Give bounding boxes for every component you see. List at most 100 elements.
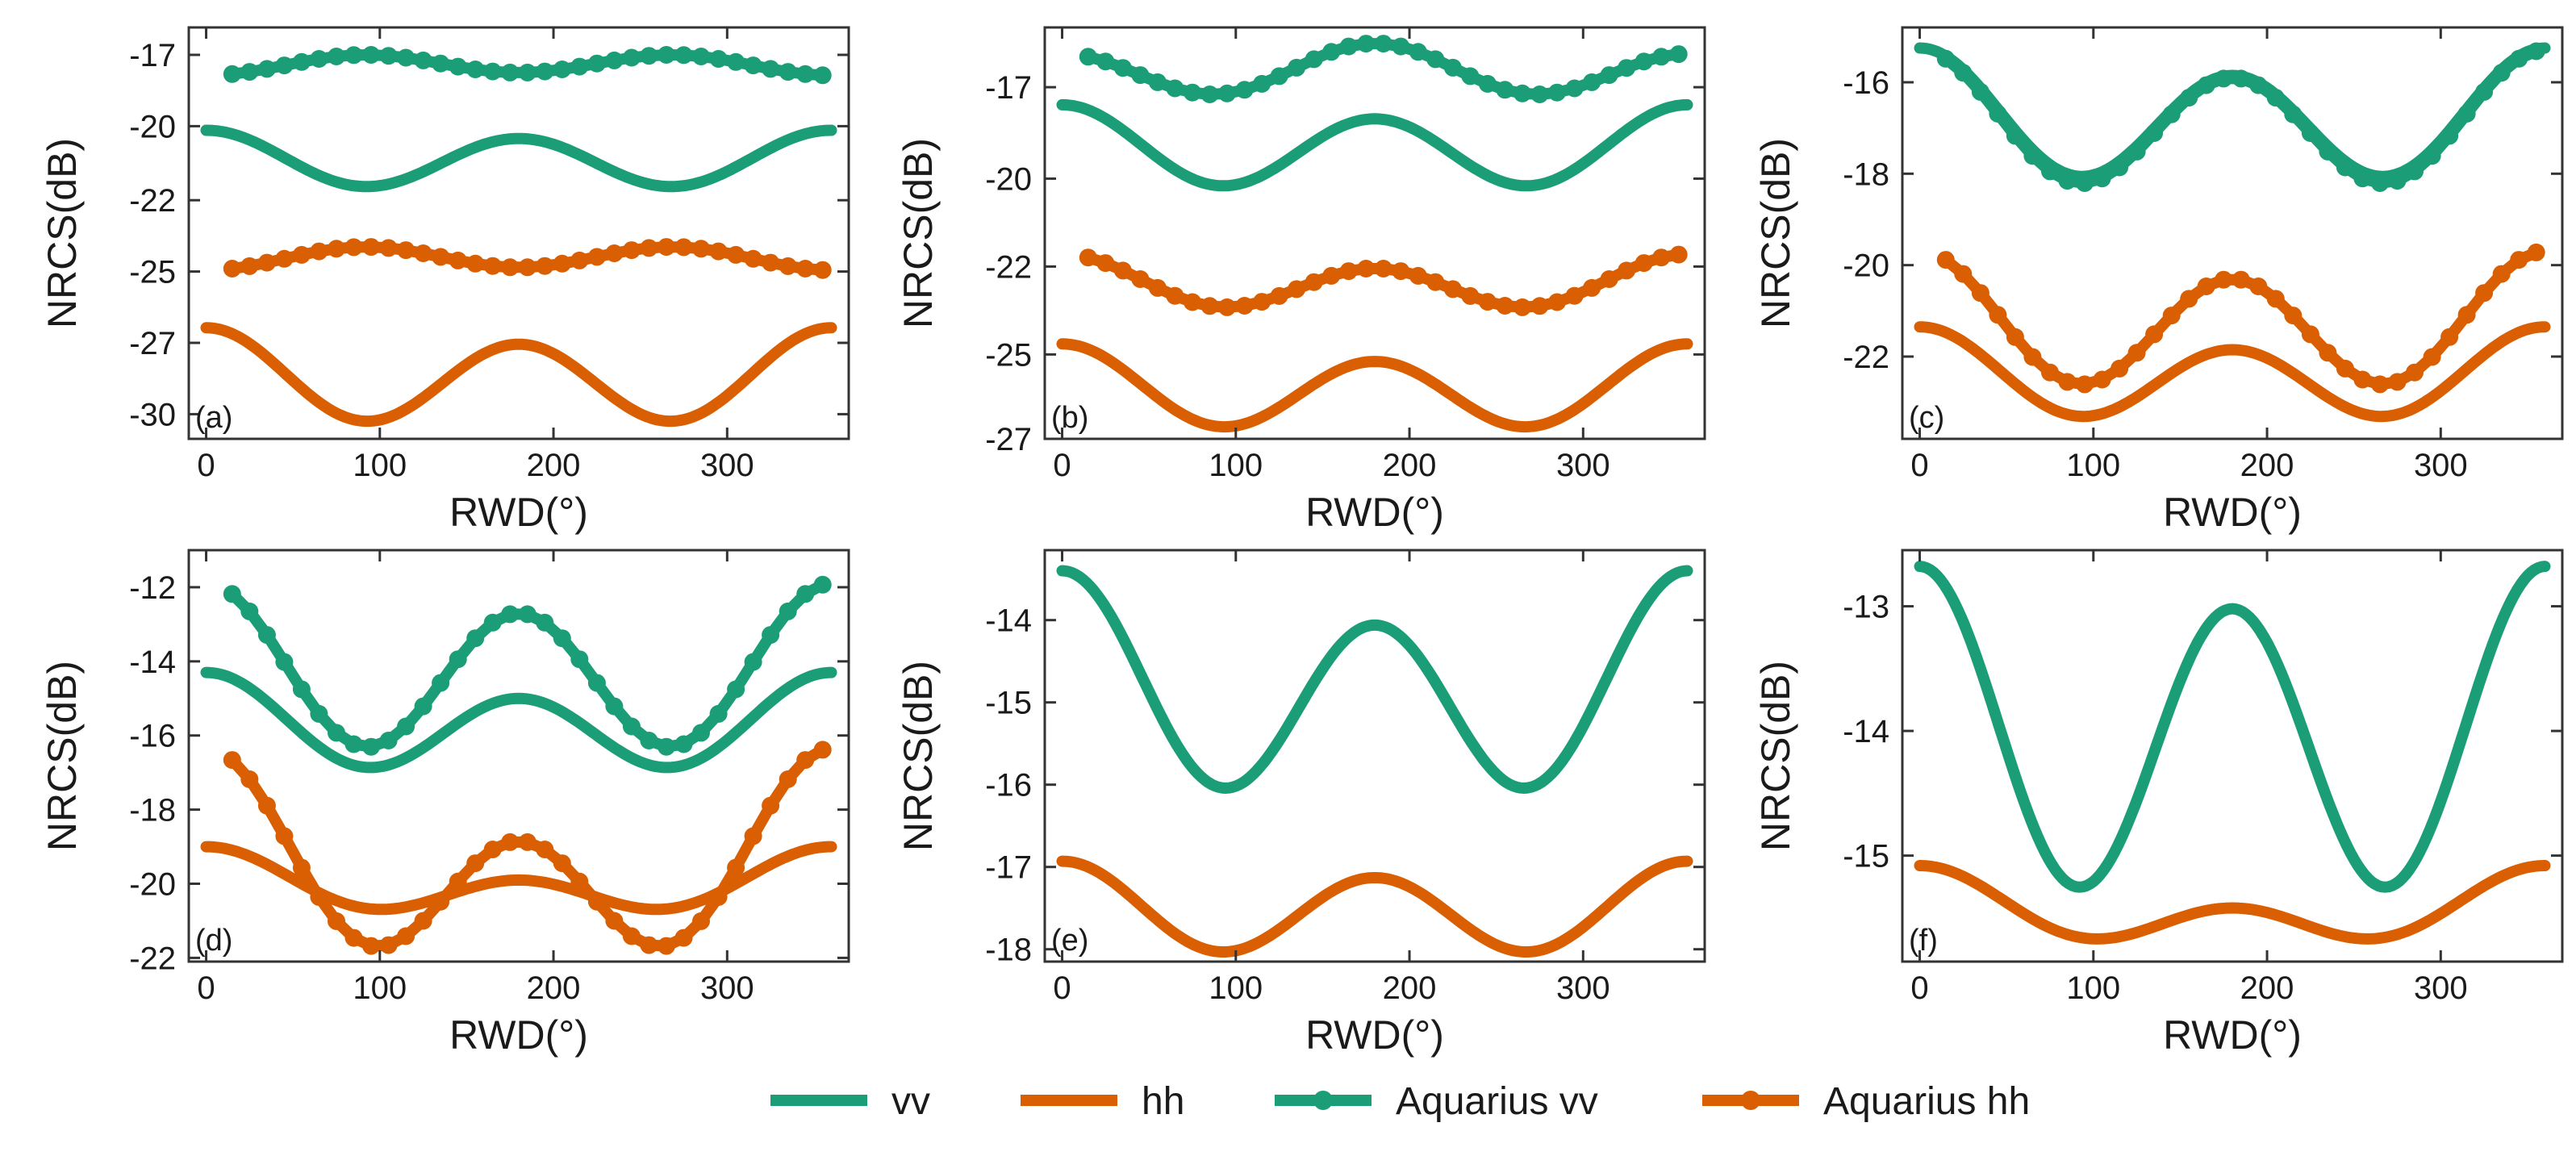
data-point-aq_vv bbox=[275, 653, 294, 671]
data-point-aq_vv bbox=[1096, 52, 1115, 71]
data-point-aq_vv bbox=[483, 613, 502, 632]
legend-item-aq_hh: Aquarius hh bbox=[1702, 1080, 2030, 1123]
chart-panels: 0 100 200 300 -17 -20 -22 -25 -27 -30 RWD(°) NRCS(d… bbox=[40, 26, 2564, 1058]
data-point-aq_hh bbox=[536, 841, 554, 858]
data-point-aq_hh bbox=[1426, 273, 1445, 291]
data-point-aq_hh bbox=[1513, 298, 1531, 316]
data-point-aq_hh bbox=[1548, 293, 1566, 311]
data-point-aq_hh bbox=[1635, 254, 1653, 273]
data-point-aq_hh bbox=[2058, 373, 2077, 391]
data-point-aq_vv bbox=[257, 626, 276, 645]
data-point-aq_hh bbox=[2406, 363, 2424, 382]
data-point-aq_hh bbox=[1184, 293, 1201, 311]
legend-label: hh bbox=[1142, 1080, 1184, 1123]
data-point-aq_vv bbox=[1954, 64, 1973, 82]
data-point-aq_vv bbox=[622, 48, 641, 67]
data-point-aq_vv bbox=[762, 60, 780, 78]
x-tick-label: 200 bbox=[1383, 448, 1437, 483]
y-tick-label: -16 bbox=[129, 719, 176, 754]
data-point-aq_vv bbox=[449, 650, 467, 669]
data-point-aq_vv bbox=[328, 724, 345, 742]
data-point-aq_hh bbox=[1288, 280, 1306, 298]
data-point-aq_hh bbox=[292, 858, 311, 877]
y-tick-label: -16 bbox=[985, 768, 1032, 803]
y-axis-label: NRCS(dB) bbox=[1753, 661, 1798, 851]
data-point-aq_hh bbox=[674, 238, 693, 257]
panel-label: (d) bbox=[195, 924, 232, 958]
data-point-aq_hh bbox=[2457, 306, 2476, 324]
legend-marker bbox=[1741, 1091, 1760, 1110]
data-point-aq_hh bbox=[2093, 370, 2111, 389]
data-point-aq_hh bbox=[1079, 248, 1097, 267]
data-point-aq_hh bbox=[1339, 262, 1358, 281]
data-point-aq_vv bbox=[2093, 169, 2111, 188]
x-tick-label: 0 bbox=[1053, 970, 1071, 1006]
y-tick-label: -12 bbox=[129, 570, 176, 606]
data-point-aq_vv bbox=[813, 66, 832, 85]
data-point-aq_hh bbox=[1583, 278, 1601, 297]
data-point-aq_vv bbox=[1461, 67, 1480, 86]
data-point-aq_hh bbox=[518, 833, 536, 851]
data-point-aq_vv bbox=[1635, 52, 1653, 71]
x-tick-label: 200 bbox=[527, 448, 581, 483]
data-point-aq_vv bbox=[553, 629, 571, 648]
data-point-aq_hh bbox=[2371, 375, 2389, 394]
data-point-aq_vv bbox=[658, 46, 675, 64]
panel-f: 0 100 200 300 -13 -14 -15 RWD(°) NRCS(dB) (f) bbox=[1753, 549, 2564, 1058]
data-point-aq_vv bbox=[501, 605, 520, 624]
data-point-aq_hh bbox=[2266, 290, 2285, 308]
data-point-aq_hh bbox=[240, 257, 259, 275]
data-point-aq_vv bbox=[1184, 83, 1201, 102]
data-point-aq_hh bbox=[1652, 248, 1671, 267]
data-point-aq_hh bbox=[1357, 260, 1376, 278]
y-axis-label: NRCS(dB) bbox=[1753, 138, 1798, 328]
x-axis-label: RWD(°) bbox=[1305, 490, 1444, 535]
data-point-aq_vv bbox=[1530, 86, 1549, 103]
legend-marker bbox=[1313, 1091, 1333, 1110]
x-axis-label: RWD(°) bbox=[2163, 490, 2302, 535]
data-point-aq_vv bbox=[292, 52, 311, 71]
series-line-vv bbox=[200, 666, 837, 774]
data-point-aq_hh bbox=[2162, 307, 2181, 325]
data-point-aq_hh bbox=[2249, 278, 2268, 295]
data-point-aq_vv bbox=[275, 56, 294, 75]
data-point-aq_hh bbox=[779, 770, 797, 788]
x-tick-label: 0 bbox=[197, 448, 215, 483]
data-point-aq_vv bbox=[2215, 69, 2233, 88]
data-point-aq_hh bbox=[2492, 265, 2511, 283]
y-tick-label: -22 bbox=[1843, 340, 1889, 375]
data-point-aq_hh bbox=[344, 238, 363, 257]
x-tick-label: 0 bbox=[1910, 448, 1928, 483]
data-point-aq_hh bbox=[1669, 245, 1688, 264]
data-point-aq_vv bbox=[2440, 127, 2459, 145]
data-point-aq_hh bbox=[2284, 307, 2303, 325]
data-point-aq_hh bbox=[1443, 280, 1462, 298]
data-point-aq_vv bbox=[1565, 79, 1584, 98]
x-axis-label: RWD(°) bbox=[1305, 1012, 1444, 1058]
data-point-aq_hh bbox=[1096, 254, 1115, 273]
data-point-aq_hh bbox=[1270, 286, 1288, 305]
series-line-vv bbox=[1914, 561, 2551, 893]
data-point-aq_hh bbox=[1954, 265, 1973, 283]
data-point-aq_vv bbox=[362, 737, 380, 756]
data-point-aq_hh bbox=[1600, 270, 1618, 288]
data-point-aq_hh bbox=[2475, 284, 2494, 303]
data-point-aq_vv bbox=[692, 48, 710, 65]
axes-frame bbox=[1043, 26, 1706, 440]
data-point-aq_hh bbox=[796, 751, 815, 770]
data-point-aq_vv bbox=[1669, 45, 1688, 64]
data-point-aq_hh bbox=[501, 258, 520, 277]
data-point-aq_hh bbox=[2180, 290, 2198, 308]
data-point-aq_vv bbox=[709, 50, 728, 68]
y-axis-label: NRCS(dB) bbox=[40, 138, 85, 328]
panel-d: 0 100 200 300 -12 -14 -16 -18 -20 -22 RWD(°) NRCS(d… bbox=[40, 549, 850, 1058]
panel-a: 0 100 200 300 -17 -20 -22 -25 -27 -30 RWD(°) NRCS(d… bbox=[40, 26, 850, 535]
data-point-aq_vv bbox=[432, 54, 450, 73]
data-point-aq_hh bbox=[414, 912, 432, 930]
legend-item-aq_vv: Aquarius vv bbox=[1275, 1080, 1598, 1123]
data-point-aq_hh bbox=[1131, 270, 1150, 288]
data-point-aq_hh bbox=[658, 937, 675, 955]
data-point-aq_vv bbox=[2527, 42, 2545, 61]
data-point-aq_vv bbox=[692, 724, 710, 742]
